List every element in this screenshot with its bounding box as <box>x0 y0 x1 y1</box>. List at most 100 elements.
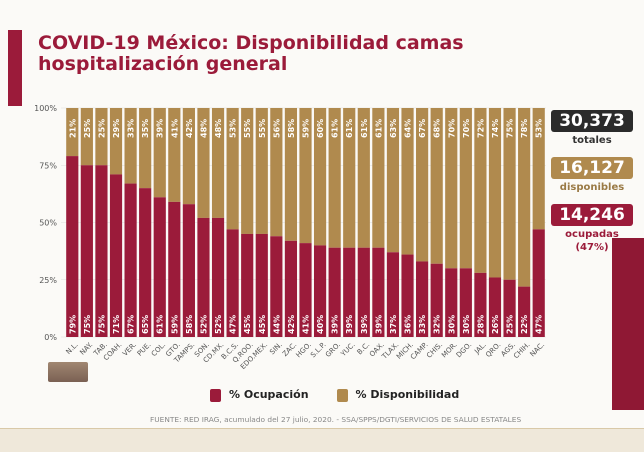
data-label-disponibilidad: 56% <box>272 119 281 138</box>
data-label-ocupacion: 44% <box>272 315 281 334</box>
bar-disponibilidad <box>124 108 137 184</box>
x-tick-label: S.L.P. <box>309 341 327 359</box>
data-label-disponibilidad: 78% <box>520 119 529 138</box>
data-label-ocupacion: 75% <box>83 315 92 334</box>
bar-ocupacion <box>211 217 225 337</box>
bar-disponibilidad <box>416 108 429 262</box>
data-label-ocupacion: 28% <box>476 315 485 334</box>
data-label-disponibilidad: 25% <box>83 119 92 138</box>
data-label-disponibilidad: 55% <box>258 119 267 138</box>
legend-item-ocupacion: % Ocupación <box>210 388 309 402</box>
data-label-disponibilidad: 70% <box>462 119 471 138</box>
bar-ocupacion <box>182 204 195 337</box>
stat-disponibles-label: disponibles <box>559 182 625 193</box>
bar-disponibilidad <box>474 108 487 273</box>
data-label-ocupacion: 59% <box>170 315 179 334</box>
bar-disponibilidad <box>255 108 268 234</box>
legend-swatch <box>336 388 348 402</box>
data-label-ocupacion: 39% <box>374 315 383 334</box>
bar-disponibilidad <box>226 108 239 230</box>
bar-disponibilidad <box>241 108 254 234</box>
bar-disponibilidad <box>518 108 531 287</box>
bar-disponibilidad <box>211 108 225 218</box>
data-label-disponibilidad: 75% <box>506 119 515 138</box>
x-tick-label: MOR. <box>440 341 459 360</box>
bar-disponibilidad <box>270 108 283 237</box>
bar-disponibilidad <box>153 108 166 198</box>
bar-disponibilidad <box>80 108 93 166</box>
bar-disponibilidad <box>386 108 400 253</box>
data-label-disponibilidad: 53% <box>229 119 238 138</box>
data-label-disponibilidad: 33% <box>127 119 136 138</box>
x-tick-label: QRO. <box>484 341 502 359</box>
data-label-ocupacion: 42% <box>287 315 296 334</box>
source-note: FUENTE: RED IRAG, acumulado del 27 julio… <box>150 415 522 424</box>
data-label-ocupacion: 79% <box>68 315 77 334</box>
legend-label: % Ocupación <box>229 388 309 401</box>
data-label-disponibilidad: 61% <box>374 119 383 138</box>
bar-disponibilidad <box>197 108 210 218</box>
accent-block-right <box>612 238 644 410</box>
stat-ocupadas-value: 14,246 <box>551 204 633 226</box>
bar-disponibilidad <box>503 108 516 280</box>
data-label-ocupacion: 52% <box>199 315 208 334</box>
data-label-ocupacion: 39% <box>331 315 340 334</box>
bar-ocupacion <box>299 243 312 337</box>
bar-ocupacion <box>430 263 443 337</box>
data-label-ocupacion: 37% <box>389 315 398 334</box>
bar-ocupacion <box>503 279 516 337</box>
bar-ocupacion <box>474 272 487 337</box>
legend-swatch <box>210 388 221 402</box>
bar-ocupacion <box>270 236 283 337</box>
bar-ocupacion <box>313 245 327 337</box>
data-label-disponibilidad: 53% <box>535 119 544 138</box>
data-label-disponibilidad: 21% <box>68 119 77 138</box>
bar-ocupacion <box>109 174 123 337</box>
data-label-ocupacion: 39% <box>360 315 369 334</box>
data-label-ocupacion: 30% <box>447 315 456 334</box>
data-label-ocupacion: 61% <box>156 315 165 334</box>
bar-disponibilidad <box>139 108 152 189</box>
stat-disponibles-value: 16,127 <box>551 157 633 179</box>
data-label-ocupacion: 71% <box>112 315 121 334</box>
data-label-disponibilidad: 48% <box>214 119 223 138</box>
data-label-ocupacion: 47% <box>229 315 238 334</box>
bar-ocupacion <box>459 268 472 337</box>
y-tick-label: 100% <box>34 104 57 113</box>
data-label-disponibilidad: 64% <box>404 119 413 138</box>
bar-disponibilidad <box>532 108 545 230</box>
bar-ocupacion <box>357 247 370 337</box>
x-tick-label: NAC. <box>529 341 547 359</box>
x-tick-label: CHIS. <box>425 341 444 360</box>
x-tick-label: VER. <box>121 341 138 358</box>
stat-disponibles: 16,127 disponibles <box>550 157 634 194</box>
bar-ocupacion <box>124 183 137 337</box>
legend-item-disponibilidad: % Disponibilidad <box>336 388 459 402</box>
data-label-ocupacion: 67% <box>127 315 136 334</box>
x-tick-label: CHIH. <box>512 341 532 361</box>
bar-disponibilidad <box>372 108 385 248</box>
bar-disponibilidad <box>299 108 312 244</box>
data-label-ocupacion: 39% <box>345 315 354 334</box>
bar-ocupacion <box>284 240 298 337</box>
data-label-disponibilidad: 70% <box>447 119 456 138</box>
data-label-disponibilidad: 39% <box>156 119 165 138</box>
stat-totales: 30,373 totales <box>550 110 634 147</box>
data-label-ocupacion: 58% <box>185 315 194 334</box>
data-label-ocupacion: 25% <box>506 315 515 334</box>
data-label-disponibilidad: 72% <box>476 119 485 138</box>
data-label-disponibilidad: 60% <box>316 119 325 138</box>
x-tick-label: GRO. <box>324 341 342 359</box>
bar-disponibilidad <box>313 108 327 246</box>
data-label-disponibilidad: 68% <box>433 119 442 138</box>
bar-disponibilidad <box>284 108 298 241</box>
bar-ocupacion <box>518 286 531 337</box>
chart-title: COVID-19 México: Disponibilidad camas ho… <box>38 32 464 75</box>
bar-ocupacion <box>488 277 502 337</box>
bar-disponibilidad <box>66 108 79 157</box>
data-label-disponibilidad: 41% <box>170 119 179 138</box>
bar-disponibilidad <box>343 108 356 248</box>
footer-band <box>0 428 644 452</box>
bar-ocupacion <box>66 156 79 337</box>
